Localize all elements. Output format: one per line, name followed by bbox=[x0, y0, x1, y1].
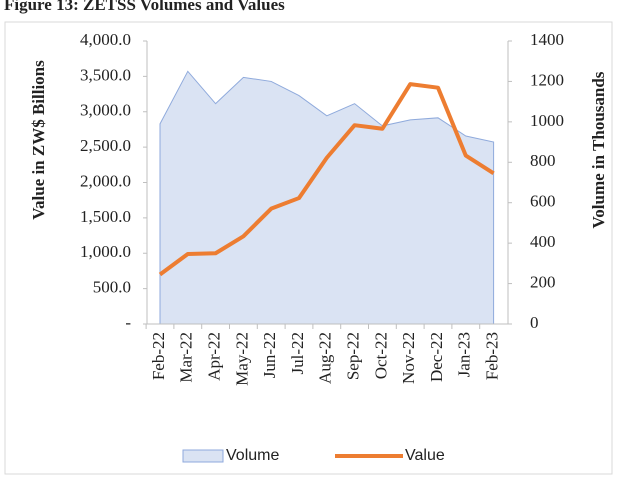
y-tick-label: 3,000.0 bbox=[80, 101, 131, 120]
y-tick-label: - bbox=[125, 313, 131, 332]
y2-axis-title: Volume in Thousands bbox=[589, 71, 608, 228]
x-tick-label: Apr-22 bbox=[205, 332, 224, 381]
y-tick-label: 2,500.0 bbox=[80, 136, 131, 155]
y2-tick-label: 200 bbox=[530, 272, 556, 291]
y-axis-title: Value in ZW$ Billions bbox=[29, 60, 48, 220]
x-tick-label: Dec-22 bbox=[427, 332, 446, 382]
y-tick-label: 3,500.0 bbox=[80, 65, 131, 84]
x-tick-label: Feb-22 bbox=[149, 332, 168, 380]
y2-tick-label: 600 bbox=[530, 192, 556, 211]
y2-tick-label: 400 bbox=[530, 232, 556, 251]
y2-tick-label: 1400 bbox=[530, 30, 564, 49]
y2-tick-label: 800 bbox=[530, 151, 556, 170]
y-tick-label: 4,000.0 bbox=[80, 30, 131, 49]
x-tick-label: Jun-22 bbox=[260, 332, 279, 378]
x-tick-label: Mar-22 bbox=[177, 332, 196, 383]
value-line bbox=[158, 82, 495, 277]
x-tick-label: Feb-23 bbox=[483, 332, 502, 380]
chart-frame bbox=[4, 21, 613, 475]
chart-title: Figure 13: ZETSS Volumes and Values bbox=[4, 0, 285, 14]
legend-label: Volume bbox=[226, 447, 279, 464]
x-tick-label: Aug-22 bbox=[316, 332, 335, 384]
y-tick-label: 500.0 bbox=[93, 278, 131, 297]
legend-label: Value bbox=[405, 447, 445, 464]
y2-tick-label: 1000 bbox=[530, 111, 564, 130]
y2-tick-label: 0 bbox=[530, 313, 539, 332]
legend-swatch bbox=[182, 449, 224, 463]
volume-area bbox=[159, 70, 495, 325]
x-tick-label: May-22 bbox=[232, 332, 251, 386]
y2-tick-label: 1200 bbox=[530, 70, 564, 89]
x-tick-label: Jul-22 bbox=[288, 332, 307, 375]
x-tick-label: Oct-22 bbox=[371, 332, 390, 379]
y-tick-label: 1,500.0 bbox=[80, 207, 131, 226]
x-tick-label: Jan-23 bbox=[455, 332, 474, 377]
y-tick-label: 2,000.0 bbox=[80, 171, 131, 190]
y-tick-label: 1,000.0 bbox=[80, 242, 131, 261]
x-tick-label: Sep-22 bbox=[344, 332, 363, 380]
x-tick-label: Nov-22 bbox=[399, 332, 418, 384]
